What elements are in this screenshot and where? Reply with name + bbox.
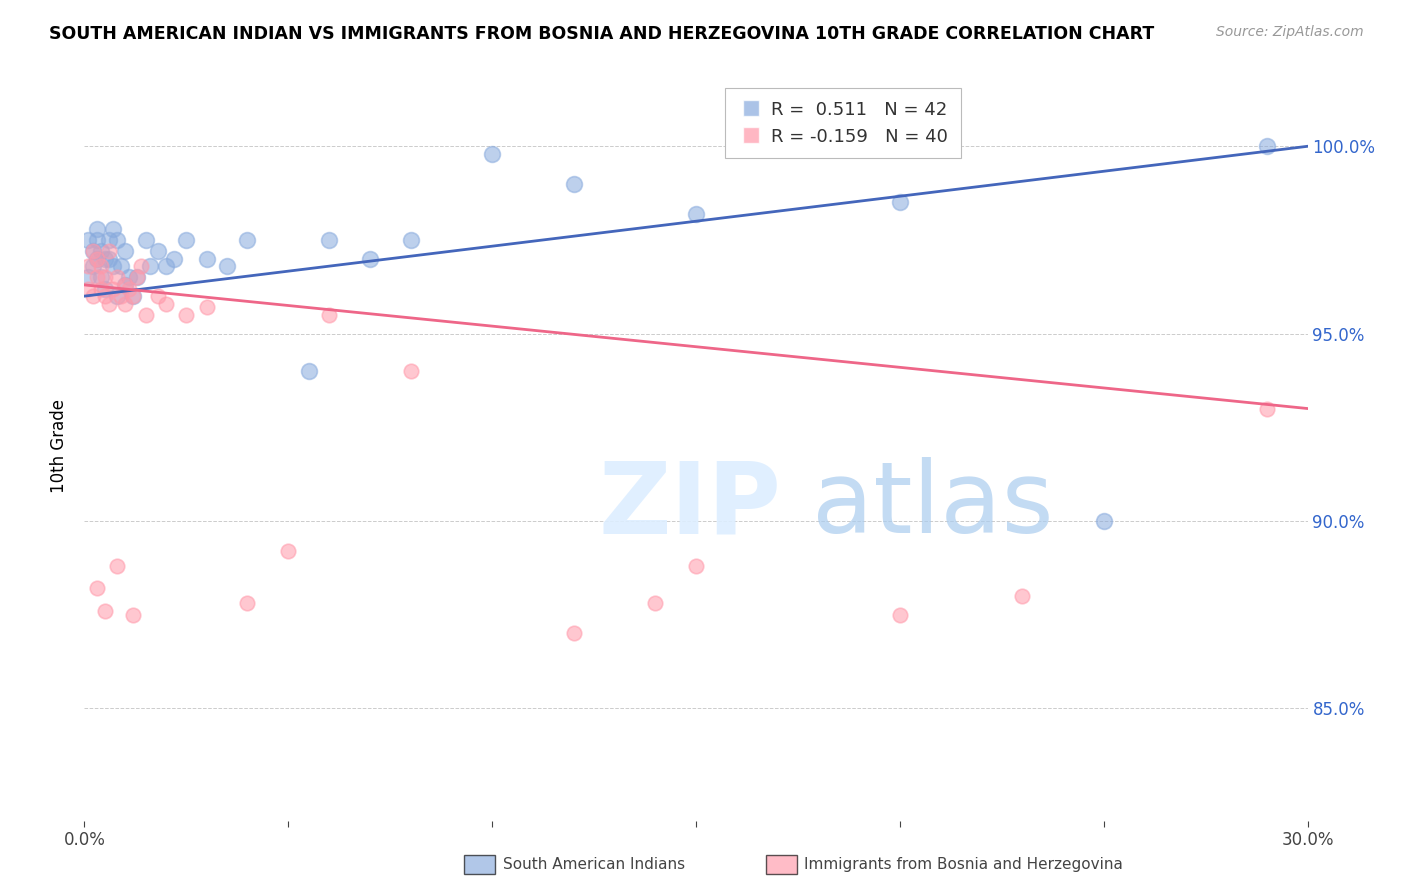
Text: ZIP: ZIP	[598, 458, 780, 555]
Point	[399, 233, 422, 247]
Point	[86, 221, 108, 235]
Point	[110, 259, 132, 273]
Point	[135, 233, 157, 247]
Point	[77, 282, 100, 296]
Point	[90, 259, 112, 273]
Point	[90, 270, 112, 285]
Point	[82, 244, 104, 259]
Point	[118, 270, 141, 285]
Point	[90, 282, 112, 296]
Point	[174, 233, 197, 247]
Point	[399, 364, 422, 378]
Point	[82, 244, 104, 259]
Point	[105, 233, 128, 247]
Point	[118, 282, 141, 296]
Point	[77, 270, 100, 285]
Point	[889, 607, 911, 622]
Point	[685, 207, 707, 221]
Y-axis label: 10th Grade: 10th Grade	[51, 399, 69, 493]
Point	[122, 289, 145, 303]
Point	[644, 596, 666, 610]
Point	[93, 252, 115, 266]
Point	[114, 277, 136, 292]
Point	[889, 195, 911, 210]
Point	[101, 282, 124, 296]
Point	[93, 604, 115, 618]
Point	[127, 270, 149, 285]
Point	[90, 244, 112, 259]
Point	[93, 270, 115, 285]
Text: atlas: atlas	[813, 458, 1054, 555]
Point	[114, 277, 136, 292]
Point	[114, 244, 136, 259]
Point	[481, 146, 503, 161]
Point	[110, 289, 132, 303]
Point	[155, 296, 177, 310]
Point	[93, 282, 115, 296]
Point	[97, 252, 120, 266]
Point	[195, 301, 218, 315]
Text: South American Indians: South American Indians	[503, 857, 686, 871]
Point	[359, 252, 381, 266]
Point	[97, 296, 120, 310]
Point	[138, 259, 160, 273]
Point	[86, 270, 108, 285]
Point	[101, 221, 124, 235]
Point	[318, 233, 340, 247]
Point	[101, 259, 124, 273]
Text: Source: ZipAtlas.com: Source: ZipAtlas.com	[1216, 25, 1364, 39]
Point	[86, 252, 108, 266]
Point	[236, 596, 259, 610]
Point	[93, 289, 115, 303]
Point	[86, 252, 108, 266]
Point	[122, 607, 145, 622]
Point	[163, 252, 186, 266]
Point	[86, 233, 108, 247]
Point	[105, 289, 128, 303]
Point	[195, 252, 218, 266]
Point	[97, 233, 120, 247]
Point	[318, 308, 340, 322]
Point	[146, 244, 169, 259]
Point	[562, 626, 585, 640]
Point	[105, 558, 128, 573]
Point	[135, 308, 157, 322]
Point	[82, 259, 104, 273]
Point	[1256, 139, 1278, 153]
Point	[1011, 589, 1033, 603]
Point	[174, 308, 197, 322]
Point	[77, 259, 100, 273]
Point	[86, 582, 108, 596]
Point	[236, 233, 259, 247]
Text: Immigrants from Bosnia and Herzegovina: Immigrants from Bosnia and Herzegovina	[804, 857, 1123, 871]
Text: SOUTH AMERICAN INDIAN VS IMMIGRANTS FROM BOSNIA AND HERZEGOVINA 10TH GRADE CORRE: SOUTH AMERICAN INDIAN VS IMMIGRANTS FROM…	[49, 25, 1154, 43]
Point	[217, 259, 239, 273]
Point	[77, 233, 100, 247]
Point	[1092, 514, 1115, 528]
Point	[155, 259, 177, 273]
Point	[277, 544, 299, 558]
Point	[562, 177, 585, 191]
Point	[127, 270, 149, 285]
Point	[131, 259, 153, 273]
Point	[114, 296, 136, 310]
Point	[82, 289, 104, 303]
Point	[685, 558, 707, 573]
Point	[105, 270, 128, 285]
Legend: R =  0.511   N = 42, R = -0.159   N = 40: R = 0.511 N = 42, R = -0.159 N = 40	[724, 88, 960, 158]
Point	[97, 244, 120, 259]
Point	[146, 289, 169, 303]
Point	[1256, 401, 1278, 416]
Point	[122, 289, 145, 303]
Point	[298, 364, 321, 378]
